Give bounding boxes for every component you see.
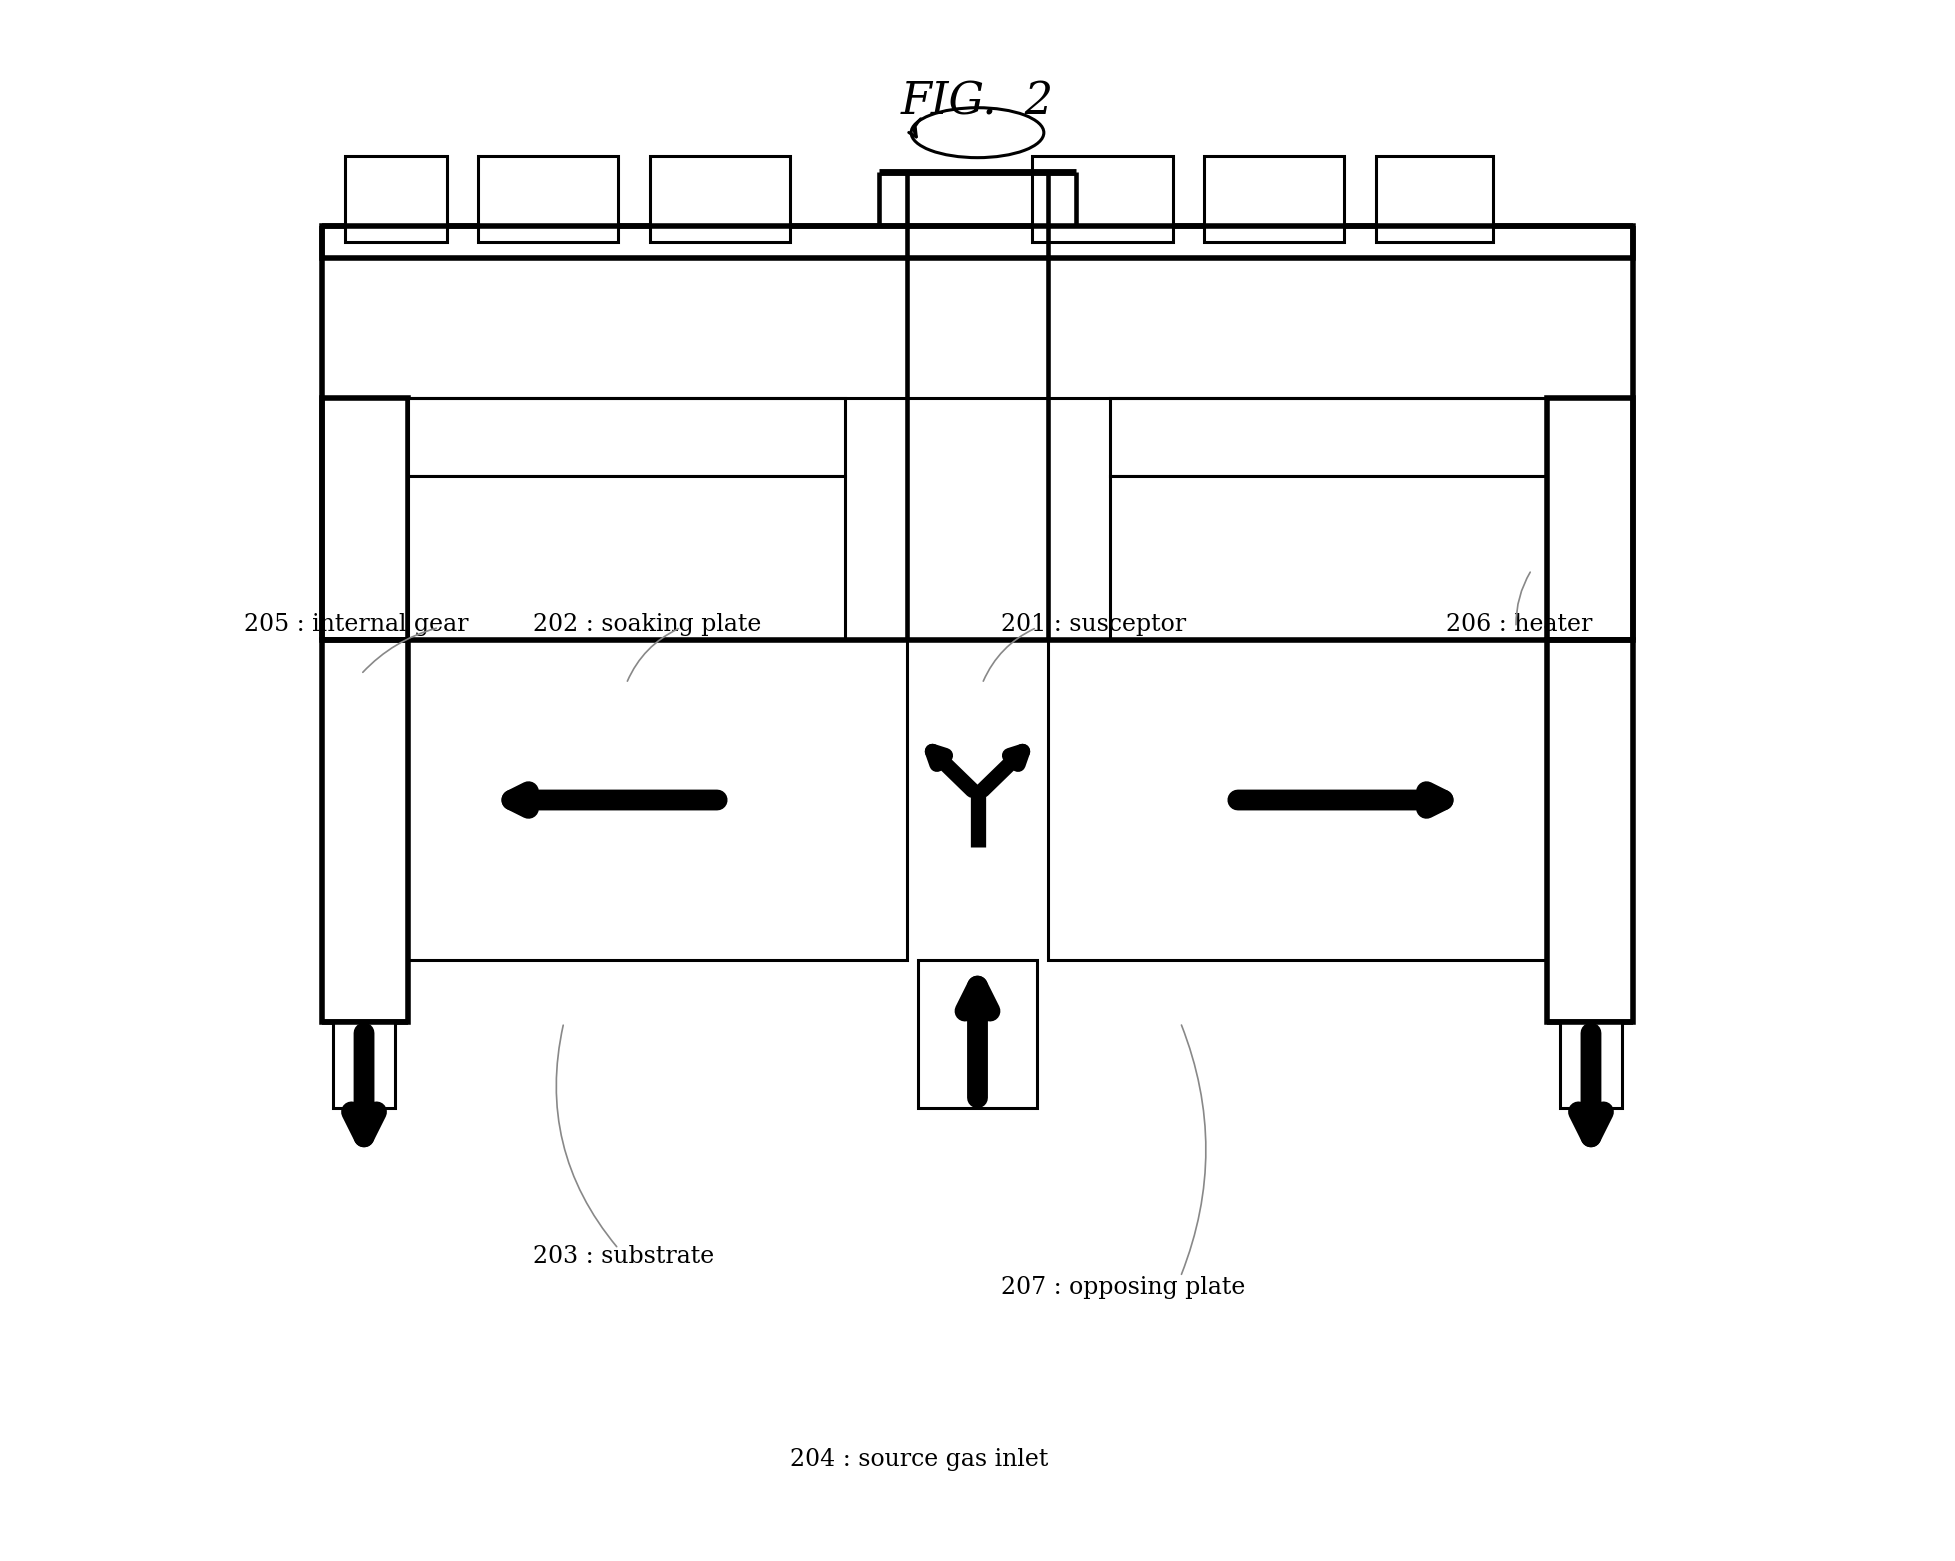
Bar (323, 398, 409, 640)
Text: 207 : opposing plate: 207 : opposing plate (1001, 1277, 1245, 1299)
Bar (1048, 640, 1546, 960)
Bar (323, 226, 1632, 258)
Bar (346, 156, 448, 242)
Bar (919, 960, 1036, 1108)
Text: 201 : susceptor: 201 : susceptor (1001, 613, 1187, 635)
Bar (1204, 156, 1345, 242)
Bar (1110, 476, 1546, 640)
Bar (649, 156, 790, 242)
Bar (409, 476, 845, 640)
Bar (1546, 640, 1632, 1022)
Bar (1560, 1022, 1623, 1108)
Bar (323, 640, 409, 1022)
Bar (477, 156, 618, 242)
Text: 203 : substrate: 203 : substrate (532, 1246, 714, 1268)
Text: 204 : source gas inlet: 204 : source gas inlet (790, 1449, 1048, 1470)
Text: 206 : heater: 206 : heater (1447, 613, 1591, 635)
Bar (1110, 398, 1546, 476)
Bar (1032, 156, 1173, 242)
Bar (409, 640, 907, 960)
Bar (1546, 398, 1632, 640)
Bar (409, 398, 845, 476)
Text: 202 : soaking plate: 202 : soaking plate (532, 613, 760, 635)
Text: FIG.  2: FIG. 2 (901, 80, 1054, 123)
Text: 205 : internal gear: 205 : internal gear (244, 613, 469, 635)
Bar (1376, 156, 1492, 242)
Bar (332, 1022, 395, 1108)
